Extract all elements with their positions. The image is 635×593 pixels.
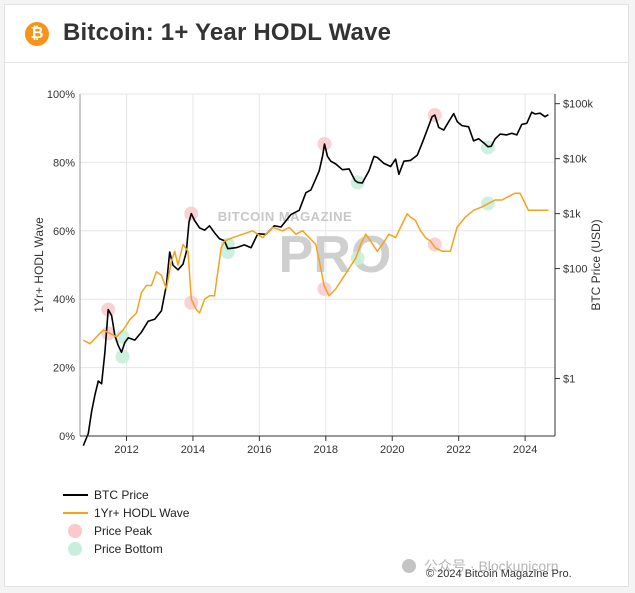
watermark-big-text: PRO (279, 226, 392, 284)
right-axis-title: BTC Price (USD) (589, 219, 603, 310)
legend-label: BTC Price (94, 488, 149, 502)
right-axis-tick-label: $1k (563, 209, 581, 221)
watermark: BITCOIN MAGAZINE PRO (218, 209, 392, 284)
legend: BTC Price 1Yr+ HODL Wave Price Peak Price B… (63, 488, 190, 556)
chart-header: ₿ Bitcoin: 1+ Year HODL Wave (5, 5, 628, 63)
x-axis-tick-label: 2022 (446, 444, 470, 456)
left-axis-tick-label: 20% (53, 363, 75, 375)
right-axis-tick-label: $100 (563, 264, 587, 276)
chart-lines (82, 111, 549, 447)
legend-swatch-price-bottom (68, 542, 82, 556)
watermark-small-text: BITCOIN MAGAZINE (218, 209, 352, 224)
left-axis-tick-label: 80% (53, 157, 75, 169)
chart-axes: 0% 20% 40% 60% 80% 100% 2012 2014 2016 2018 2020 20… (47, 89, 594, 456)
x-axis-tick-label: 2014 (181, 444, 205, 456)
x-axis-tick-label: 2018 (314, 444, 338, 456)
left-axis-title: 1Yr+ HODL Wave (32, 217, 46, 313)
x-axis-tick-label: 2024 (513, 444, 537, 456)
left-axis-tick-label: 0% (59, 431, 75, 443)
legend-label: Price Bottom (94, 542, 163, 556)
legend-label: Price Peak (94, 524, 153, 538)
left-axis-tick-label: 60% (53, 226, 75, 238)
right-axis-tick-label: $100k (563, 99, 593, 111)
bitcoin-logo-icon: ₿ (25, 22, 49, 46)
wechat-overlay: 公众号 · Blockunicorn (402, 558, 559, 574)
left-axis-tick-label: 100% (47, 89, 75, 101)
wechat-icon (402, 559, 416, 573)
x-axis-tick-label: 2016 (247, 444, 271, 456)
x-axis-tick-label: 2012 (114, 444, 138, 456)
copyright-text: © 2024 Bitcoin Magazine Pro. (426, 568, 572, 580)
right-axis-tick-label: $1 (563, 374, 575, 386)
price-bottom-marker (115, 349, 130, 364)
chart-title: Bitcoin: 1+ Year HODL Wave (63, 19, 392, 46)
btc-price-line (82, 111, 549, 447)
hodl-peak-marker (427, 237, 442, 252)
right-axis-tick-label: $10k (563, 154, 587, 166)
legend-swatch-price-peak (68, 524, 82, 538)
legend-label: 1Yr+ HODL Wave (94, 506, 190, 520)
left-axis-tick-label: 40% (53, 294, 75, 306)
wechat-overlay-text: 公众号 · Blockunicorn (424, 558, 559, 574)
hodl-wave-line (82, 192, 549, 345)
x-axis-tick-label: 2020 (380, 444, 404, 456)
